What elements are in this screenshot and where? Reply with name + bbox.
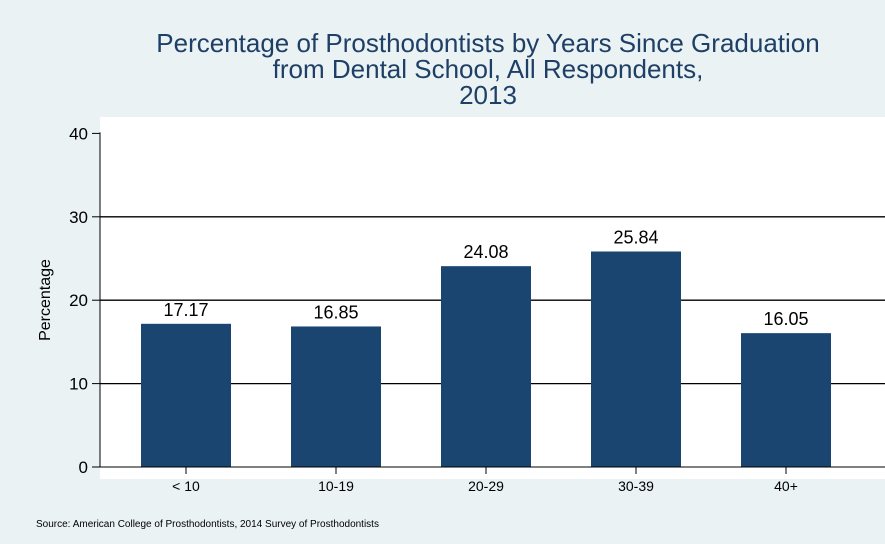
source-note: Source: American College of Prosthodonti… (36, 519, 379, 530)
x-tick-label: 30-39 (618, 478, 654, 494)
chart-title-line-2: from Dental School, All Respondents, (273, 54, 704, 84)
bar-value-label: 24.08 (463, 242, 508, 262)
bars (141, 251, 831, 467)
value-labels: 17.17 16.85 24.08 25.84 16.05 (163, 227, 808, 329)
y-axis: 0 10 20 30 40 (69, 124, 101, 477)
x-tick-label: 10-19 (318, 478, 354, 494)
x-tick-label: < 10 (172, 478, 200, 494)
bar-value-label: 25.84 (613, 227, 658, 247)
y-tick-label: 20 (69, 291, 88, 310)
chart-title-line-3: 2013 (459, 80, 517, 110)
y-tick-label: 30 (69, 208, 88, 227)
x-tick-label: 20-29 (468, 478, 504, 494)
y-tick-label: 40 (69, 124, 88, 143)
y-tick-label: 0 (79, 458, 88, 477)
bar (591, 251, 681, 467)
y-tick-label: 10 (69, 375, 88, 394)
bar-value-label: 16.85 (313, 302, 358, 322)
x-tick-label: 40+ (774, 478, 798, 494)
bar (441, 266, 531, 467)
y-axis-label: Percentage (37, 259, 54, 341)
bar (141, 323, 231, 467)
x-axis: < 10 10-19 20-29 30-39 40+ (100, 466, 885, 494)
chart-title-line-1: Percentage of Prosthodontists by Years S… (156, 28, 819, 58)
chart-title: Percentage of Prosthodontists by Years S… (156, 28, 819, 110)
bar (291, 326, 381, 467)
bar-value-label: 17.17 (163, 300, 208, 320)
bar-value-label: 16.05 (763, 309, 808, 329)
bar (741, 333, 831, 467)
